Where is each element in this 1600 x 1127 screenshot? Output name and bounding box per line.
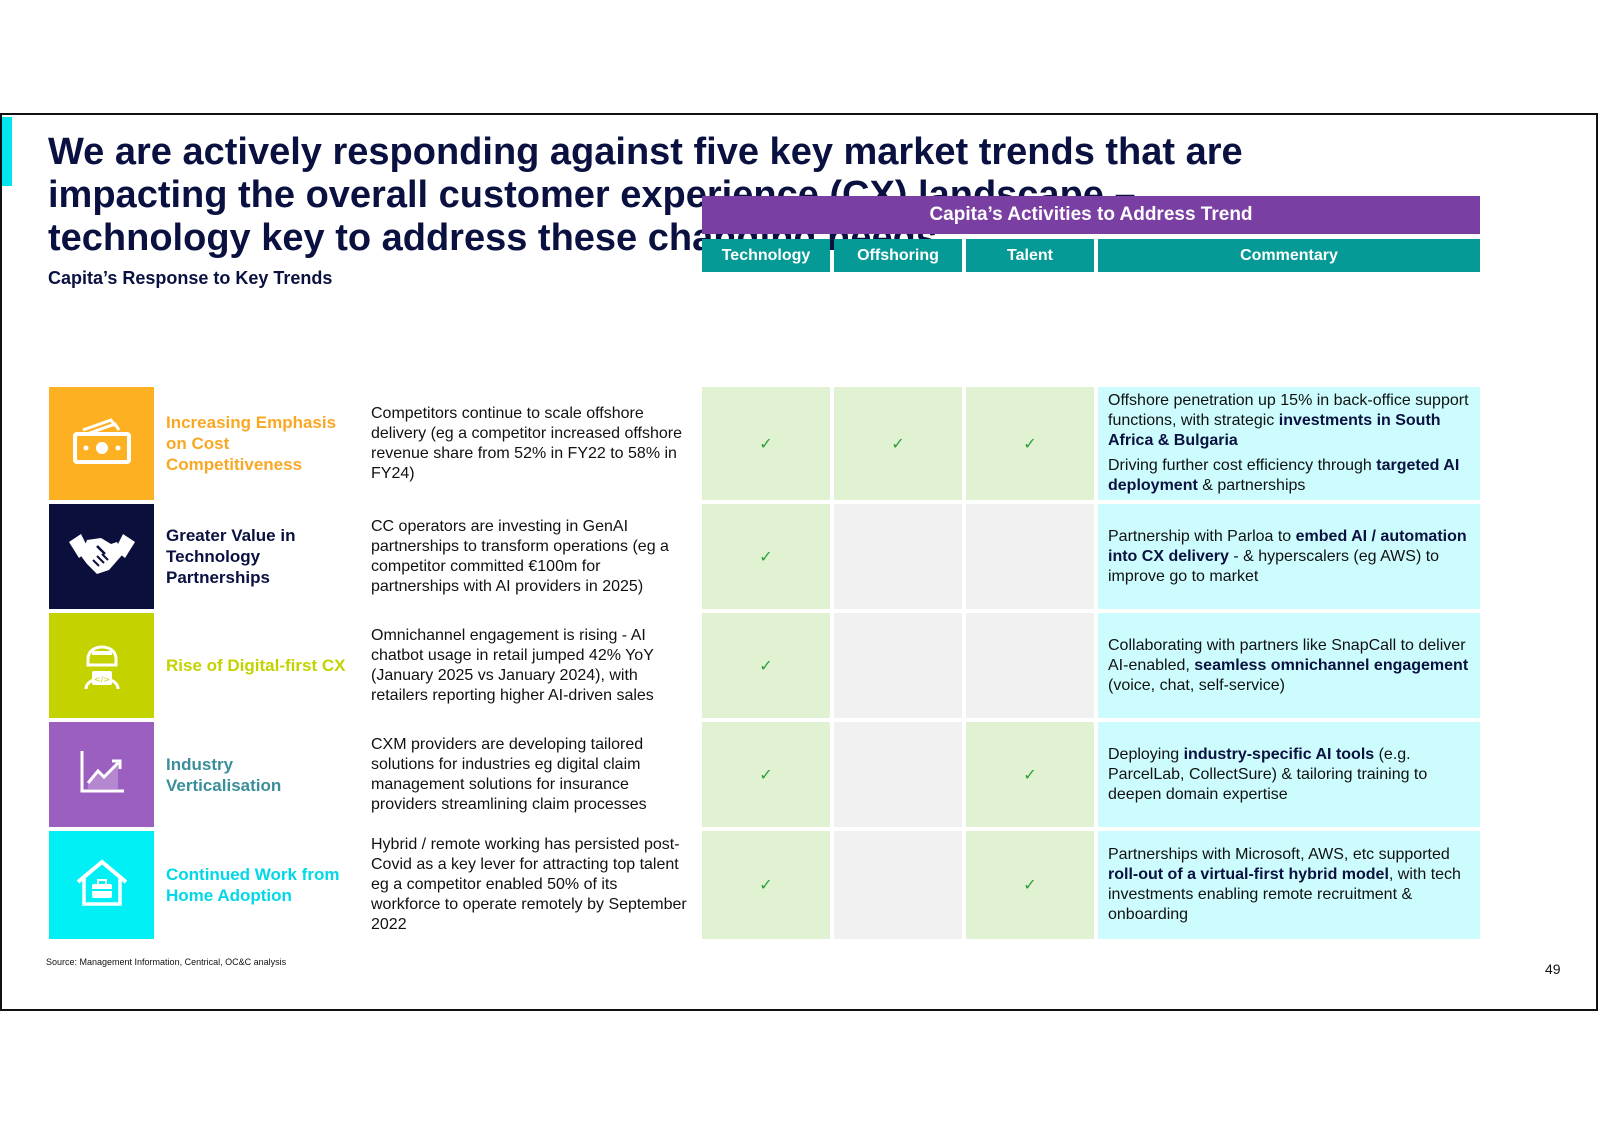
offshoring-cell	[834, 722, 962, 827]
home-work-tile	[49, 831, 154, 939]
offshoring-cell	[834, 831, 962, 939]
growth-chart-icon	[78, 749, 126, 800]
checkmark-icon: ✓	[759, 657, 773, 675]
commentary-cell: Partnerships with Microsoft, AWS, etc su…	[1098, 831, 1480, 939]
checkmark-icon: ✓	[759, 548, 773, 566]
checkmark-icon: ✓	[1023, 435, 1037, 453]
checkmark-icon: ✓	[759, 435, 773, 453]
growth-chart-tile	[49, 722, 154, 827]
checkmark-icon: ✓	[891, 435, 905, 453]
title-accent-bar	[2, 117, 12, 186]
column-header-talent: Talent	[966, 239, 1094, 272]
activities-banner: Capita’s Activities to Address Trend	[702, 196, 1480, 234]
checkmark-icon: ✓	[759, 877, 773, 894]
developer-icon: </>	[80, 635, 124, 696]
trend-label: Increasing Emphasis on Cost Competitiven…	[166, 413, 337, 474]
technology-cell: ✓	[702, 722, 830, 827]
trend-description: Omnichannel engagement is rising - AI ch…	[371, 626, 654, 704]
checkmark-icon: ✓	[1023, 877, 1037, 894]
technology-cell: ✓	[702, 613, 830, 718]
home-work-icon	[74, 858, 130, 913]
commentary-cell: Offshore penetration up 15% in back-offi…	[1098, 387, 1480, 500]
money-tile	[49, 387, 154, 500]
checkmark-icon: ✓	[759, 766, 773, 784]
talent-cell	[966, 613, 1094, 718]
trend-label: Industry Verticalisation	[166, 754, 282, 795]
source-note: Source: Management Information, Centrica…	[46, 957, 287, 967]
technology-cell: ✓	[702, 387, 830, 500]
column-header-commentary: Commentary	[1098, 239, 1480, 272]
trend-label: Rise of Digital-first CX	[166, 656, 346, 675]
technology-cell: ✓	[702, 504, 830, 609]
money-icon	[71, 416, 133, 471]
talent-cell: ✓	[966, 831, 1094, 939]
talent-cell	[966, 504, 1094, 609]
talent-cell: ✓	[966, 722, 1094, 827]
developer-tile: </>	[49, 613, 154, 718]
offshoring-cell: ✓	[834, 387, 962, 500]
talent-cell: ✓	[966, 387, 1094, 500]
handshake-tile	[49, 504, 154, 609]
handshake-icon	[67, 530, 137, 583]
trend-description: Competitors continue to scale offshore d…	[371, 404, 682, 482]
trend-description: CC operators are investing in GenAI part…	[371, 517, 669, 595]
page-number: 49	[1545, 961, 1561, 977]
trend-description: Hybrid / remote working has persisted po…	[371, 836, 687, 933]
commentary-cell: Deploying industry-specific AI tools (e.…	[1098, 722, 1480, 827]
technology-cell: ✓	[702, 831, 830, 939]
checkmark-icon: ✓	[1023, 766, 1037, 784]
trend-label: Greater Value in Technology Partnerships	[166, 526, 296, 587]
column-header-technology: Technology	[702, 239, 830, 272]
offshoring-cell	[834, 613, 962, 718]
commentary-cell: Collaborating with partners like SnapCal…	[1098, 613, 1480, 718]
commentary-cell: Partnership with Parloa to embed AI / au…	[1098, 504, 1480, 609]
trend-label: Continued Work from Home Adoption	[166, 865, 340, 905]
svg-text:</>: </>	[93, 675, 109, 684]
trend-description: CXM providers are developing tailored so…	[371, 735, 647, 813]
offshoring-cell	[834, 504, 962, 609]
page-subtitle: Capita’s Response to Key Trends	[48, 268, 333, 288]
column-header-offshoring: Offshoring	[834, 239, 962, 272]
